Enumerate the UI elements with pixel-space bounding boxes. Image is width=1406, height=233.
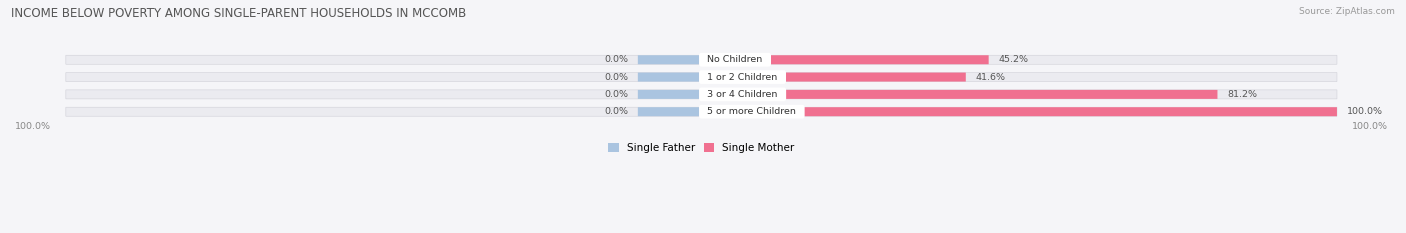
Text: Source: ZipAtlas.com: Source: ZipAtlas.com xyxy=(1299,7,1395,16)
Text: 0.0%: 0.0% xyxy=(605,107,628,116)
Text: INCOME BELOW POVERTY AMONG SINGLE-PARENT HOUSEHOLDS IN MCCOMB: INCOME BELOW POVERTY AMONG SINGLE-PARENT… xyxy=(11,7,467,20)
FancyBboxPatch shape xyxy=(702,72,966,82)
Text: 100.0%: 100.0% xyxy=(15,123,51,131)
Text: 0.0%: 0.0% xyxy=(605,72,628,82)
Legend: Single Father, Single Mother: Single Father, Single Mother xyxy=(609,143,794,153)
FancyBboxPatch shape xyxy=(66,107,1337,116)
FancyBboxPatch shape xyxy=(638,107,702,116)
Text: 100.0%: 100.0% xyxy=(1351,123,1388,131)
Text: 0.0%: 0.0% xyxy=(605,55,628,64)
FancyBboxPatch shape xyxy=(66,90,1337,99)
FancyBboxPatch shape xyxy=(702,107,1337,116)
Text: 1 or 2 Children: 1 or 2 Children xyxy=(702,72,783,82)
Text: 45.2%: 45.2% xyxy=(998,55,1028,64)
Text: 0.0%: 0.0% xyxy=(605,90,628,99)
Text: 41.6%: 41.6% xyxy=(976,72,1005,82)
Text: 100.0%: 100.0% xyxy=(1347,107,1382,116)
FancyBboxPatch shape xyxy=(638,55,702,64)
Text: No Children: No Children xyxy=(702,55,769,64)
Text: 5 or more Children: 5 or more Children xyxy=(702,107,803,116)
FancyBboxPatch shape xyxy=(66,55,1337,64)
FancyBboxPatch shape xyxy=(638,72,702,82)
FancyBboxPatch shape xyxy=(638,90,702,99)
FancyBboxPatch shape xyxy=(66,72,1337,82)
Text: 3 or 4 Children: 3 or 4 Children xyxy=(702,90,783,99)
FancyBboxPatch shape xyxy=(702,55,988,64)
Text: 81.2%: 81.2% xyxy=(1227,90,1257,99)
FancyBboxPatch shape xyxy=(702,90,1218,99)
